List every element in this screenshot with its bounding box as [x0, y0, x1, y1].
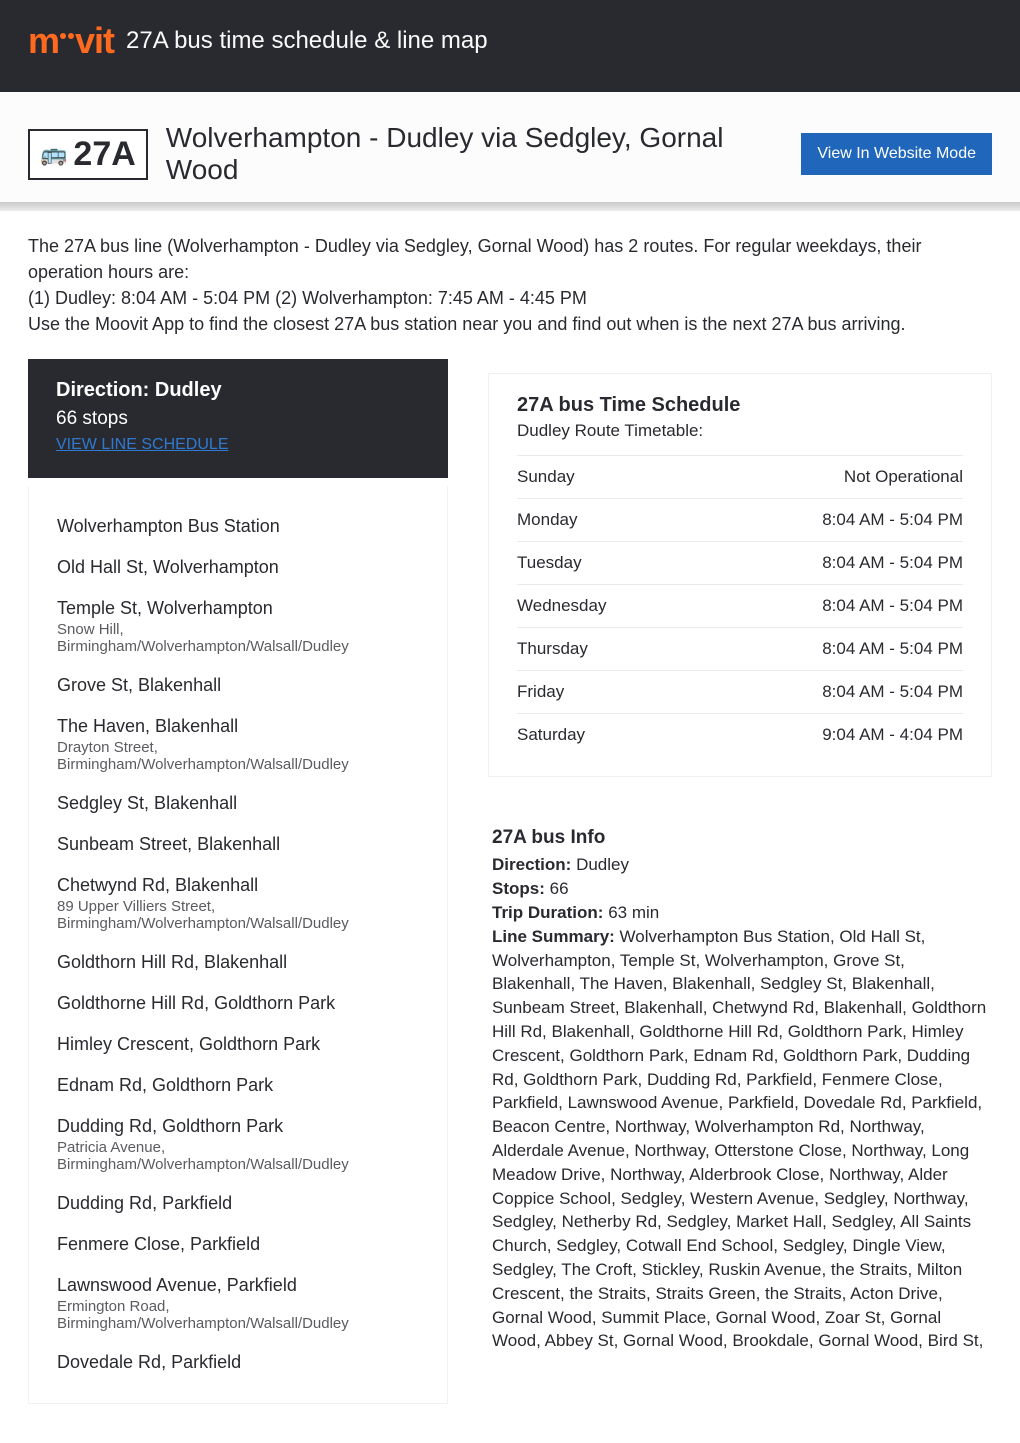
stop-item: Sunbeam Street, Blakenhall: [57, 834, 419, 855]
schedule-row: Monday 8:04 AM - 5:04 PM: [517, 498, 963, 541]
info-direction-label: Direction:: [492, 855, 571, 874]
info-summary: Line Summary: Wolverhampton Bus Station,…: [492, 925, 988, 1353]
schedule-time: 9:04 AM - 4:04 PM: [822, 725, 963, 745]
stop-item: Temple St, WolverhamptonSnow Hill, Birmi…: [57, 598, 419, 655]
info-direction-value: Dudley: [576, 855, 629, 874]
stop-item: Old Hall St, Wolverhampton: [57, 557, 419, 578]
stop-item: Dovedale Rd, Parkfield: [57, 1352, 419, 1373]
schedule-row: Tuesday 8:04 AM - 5:04 PM: [517, 541, 963, 584]
stop-item: Grove St, Blakenhall: [57, 675, 419, 696]
page-title: 27A bus time schedule & line map: [126, 27, 488, 55]
schedule-day: Saturday: [517, 725, 585, 745]
moovit-logo: mvit: [28, 20, 114, 62]
direction-stops-count: 66 stops: [56, 408, 420, 430]
schedule-row: Saturday 9:04 AM - 4:04 PM: [517, 713, 963, 756]
stop-item: Dudding Rd, Goldthorn ParkPatricia Avenu…: [57, 1116, 419, 1173]
info-duration: Trip Duration: 63 min: [492, 901, 988, 925]
stop-name: Sunbeam Street, Blakenhall: [57, 834, 419, 855]
schedule-day: Thursday: [517, 639, 588, 659]
info-summary-value: Wolverhampton Bus Station, Old Hall St, …: [492, 927, 986, 1351]
info-summary-label: Line Summary:: [492, 927, 615, 946]
schedule-day: Monday: [517, 510, 577, 530]
info-stops-value: 66: [550, 879, 569, 898]
stops-list: Wolverhampton Bus Station Old Hall St, Wo…: [28, 486, 448, 1404]
route-banner: 🚌 27A Wolverhampton - Dudley via Sedgley…: [0, 92, 1020, 202]
schedule-table: Sunday Not Operational Monday 8:04 AM - 5:0…: [517, 455, 963, 756]
view-website-mode-button[interactable]: View In Website Mode: [801, 133, 992, 175]
stop-name: Dudding Rd, Parkfield: [57, 1193, 419, 1214]
bus-info-card: 27A bus Info Direction: Dudley Stops: 66…: [488, 827, 992, 1353]
app-header: mvit 27A bus time schedule & line map: [0, 0, 1020, 92]
stop-item: Chetwynd Rd, Blakenhall89 Upper Villiers…: [57, 875, 419, 932]
schedule-row: Thursday 8:04 AM - 5:04 PM: [517, 627, 963, 670]
separator: [0, 202, 1020, 211]
schedule-day: Tuesday: [517, 553, 582, 573]
stop-name: Fenmere Close, Parkfield: [57, 1234, 419, 1255]
route-number: 27A: [73, 135, 135, 174]
schedule-day: Wednesday: [517, 596, 606, 616]
info-direction: Direction: Dudley: [492, 853, 988, 877]
stop-item: Goldthorne Hill Rd, Goldthorn Park: [57, 993, 419, 1014]
stop-name: Dudding Rd, Goldthorn Park: [57, 1116, 419, 1137]
stop-item: Dudding Rd, Parkfield: [57, 1193, 419, 1214]
stop-name: Sedgley St, Blakenhall: [57, 793, 419, 814]
route-name: Wolverhampton - Dudley via Sedgley, Gorn…: [166, 122, 784, 186]
schedule-card: 27A bus Time Schedule Dudley Route Timet…: [488, 373, 992, 777]
schedule-row: Wednesday 8:04 AM - 5:04 PM: [517, 584, 963, 627]
stop-name: Himley Crescent, Goldthorn Park: [57, 1034, 419, 1055]
schedule-time: 8:04 AM - 5:04 PM: [822, 510, 963, 530]
stop-address: Snow Hill, Birmingham/Wolverhampton/Wals…: [57, 621, 419, 655]
stop-name: Ednam Rd, Goldthorn Park: [57, 1075, 419, 1096]
info-stops: Stops: 66: [492, 877, 988, 901]
stop-name: Dovedale Rd, Parkfield: [57, 1352, 419, 1373]
stop-address: Drayton Street, Birmingham/Wolverhampton…: [57, 739, 419, 773]
info-stops-label: Stops:: [492, 879, 545, 898]
schedule-time: 8:04 AM - 5:04 PM: [822, 596, 963, 616]
info-duration-label: Trip Duration:: [492, 903, 603, 922]
stop-item: Sedgley St, Blakenhall: [57, 793, 419, 814]
schedule-day: Friday: [517, 682, 564, 702]
stop-name: Lawnswood Avenue, Parkfield: [57, 1275, 419, 1296]
schedule-subtitle: Dudley Route Timetable:: [517, 421, 963, 441]
intro-text: The 27A bus line (Wolverhampton - Dudley…: [0, 211, 1020, 359]
stop-name: Goldthorn Hill Rd, Blakenhall: [57, 952, 419, 973]
schedule-row: Friday 8:04 AM - 5:04 PM: [517, 670, 963, 713]
route-badge: 🚌 27A: [28, 129, 148, 180]
stop-item: Wolverhampton Bus Station: [57, 516, 419, 537]
stop-name: Grove St, Blakenhall: [57, 675, 419, 696]
stop-name: Old Hall St, Wolverhampton: [57, 557, 419, 578]
bus-icon: 🚌: [40, 141, 67, 167]
info-duration-value: 63 min: [608, 903, 659, 922]
stop-item: Himley Crescent, Goldthorn Park: [57, 1034, 419, 1055]
schedule-time: Not Operational: [844, 467, 963, 487]
stop-item: Goldthorn Hill Rd, Blakenhall: [57, 952, 419, 973]
stop-address: Ermington Road, Birmingham/Wolverhampton…: [57, 1298, 419, 1332]
stop-name: Goldthorne Hill Rd, Goldthorn Park: [57, 993, 419, 1014]
stop-item: Fenmere Close, Parkfield: [57, 1234, 419, 1255]
view-line-schedule-link[interactable]: VIEW LINE SCHEDULE: [56, 436, 228, 453]
stop-item: Lawnswood Avenue, ParkfieldErmington Roa…: [57, 1275, 419, 1332]
stop-name: Chetwynd Rd, Blakenhall: [57, 875, 419, 896]
schedule-time: 8:04 AM - 5:04 PM: [822, 553, 963, 573]
info-title: 27A bus Info: [492, 827, 988, 849]
stop-item: Ednam Rd, Goldthorn Park: [57, 1075, 419, 1096]
stop-address: Patricia Avenue, Birmingham/Wolverhampto…: [57, 1139, 419, 1173]
schedule-day: Sunday: [517, 467, 575, 487]
schedule-title: 27A bus Time Schedule: [517, 394, 963, 417]
schedule-time: 8:04 AM - 5:04 PM: [822, 639, 963, 659]
stop-name: The Haven, Blakenhall: [57, 716, 419, 737]
stop-item: The Haven, BlakenhallDrayton Street, Bir…: [57, 716, 419, 773]
stop-address: 89 Upper Villiers Street, Birmingham/Wol…: [57, 898, 419, 932]
schedule-row: Sunday Not Operational: [517, 455, 963, 498]
stop-name: Temple St, Wolverhampton: [57, 598, 419, 619]
schedule-time: 8:04 AM - 5:04 PM: [822, 682, 963, 702]
direction-card: Direction: Dudley 66 stops VIEW LINE SCH…: [28, 359, 448, 478]
direction-title: Direction: Dudley: [56, 379, 420, 402]
stop-name: Wolverhampton Bus Station: [57, 516, 419, 537]
